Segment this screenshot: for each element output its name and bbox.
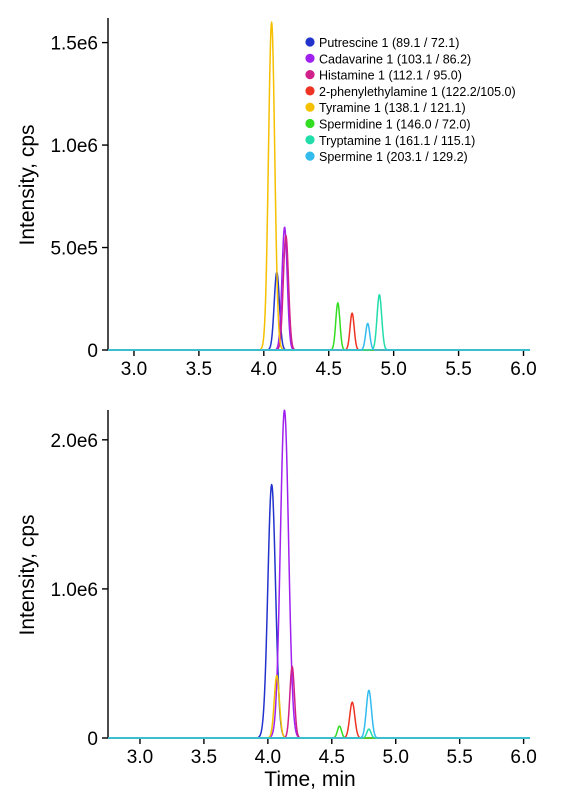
2-phenylethylamine-trace: [107, 701, 531, 739]
legend-marker: [305, 53, 315, 63]
cadavarine-trace: [107, 409, 531, 739]
legend-item: Tryptamine 1 (161.1 / 115.1): [305, 134, 475, 148]
spermine-trace: [107, 322, 531, 351]
x-tick-label: 5.0: [380, 359, 406, 380]
legend-item: Spermine 1 (203.1 / 129.2): [305, 150, 468, 164]
tyramine-trace: [107, 674, 531, 739]
spermidine-trace: [107, 302, 531, 351]
legend-label: Cadavarine 1 (103.1 / 86.2): [319, 52, 471, 66]
x-tick-label: 5.5: [446, 747, 472, 768]
bottom-y-axis-title: Intensity, cps: [16, 515, 39, 636]
x-tick-label: 4.5: [316, 359, 342, 380]
y-tick-label: 1.5e6: [50, 34, 98, 55]
spermine-trace: [107, 689, 531, 739]
putrescine-trace: [107, 483, 531, 739]
x-tick-label: 3.5: [186, 359, 212, 380]
legend-marker: [305, 102, 315, 112]
2-phenylethylamine-trace: [107, 312, 531, 351]
top-y-axis-title: Intensity, cps: [16, 125, 39, 246]
x-tick-label: 6.0: [510, 747, 536, 768]
legend-label: Spermidine 1 (146.0 / 72.0): [319, 118, 470, 132]
legend-item: Tyramine 1 (138.1 / 121.1): [305, 101, 466, 115]
x-tick-label: 3.5: [191, 747, 217, 768]
y-tick-label: 1.0e6: [50, 136, 98, 157]
x-tick-label: 4.0: [255, 747, 281, 768]
histamine-trace: [107, 234, 531, 351]
top-chromatogram-panel: Intensity, cps 3.0 3.5 4.0 4.5 5.0 5.5 6.0 0 5.0…: [16, 18, 537, 380]
tryptamine-trace: [107, 728, 531, 739]
legend-label: 2-phenylethylamine 1 (122.2/105.0): [319, 85, 516, 99]
y-tick-label: 2.0e6: [50, 431, 98, 452]
cadavarine-trace: [107, 226, 531, 351]
legend-label: Tryptamine 1 (161.1 / 115.1): [319, 134, 475, 148]
legend-label: Spermine 1 (203.1 / 129.2): [319, 150, 468, 164]
bottom-chromatogram-panel: Intensity, cps Time, min 3.0 3.5 4.0 4.5 5.0…: [16, 409, 537, 791]
legend-marker: [305, 86, 315, 96]
histamine-trace: [107, 665, 531, 739]
y-tick-label: 0: [87, 341, 98, 362]
legend-item: Putrescine 1 (89.1 / 72.1): [305, 36, 459, 50]
x-tick-label: 3.0: [127, 747, 153, 768]
putrescine-trace: [107, 271, 531, 351]
y-tick-label: 1.0e6: [50, 580, 98, 601]
legend-marker: [305, 151, 315, 161]
legend: Putrescine 1 (89.1 / 72.1) Cadavarine 1 (…: [305, 36, 516, 164]
legend-label: Histamine 1 (112.1 / 95.0): [319, 69, 462, 83]
legend-item: 2-phenylethylamine 1 (122.2/105.0): [305, 85, 516, 99]
legend-item: Cadavarine 1 (103.1 / 86.2): [305, 52, 471, 66]
x-tick-label: 6.0: [510, 359, 536, 380]
legend-item: Spermidine 1 (146.0 / 72.0): [305, 118, 470, 132]
x-tick-label: 4.0: [251, 359, 277, 380]
x-axis-title: Time, min: [264, 768, 355, 791]
y-tick-label: 5.0e5: [50, 239, 98, 260]
legend-marker: [305, 135, 315, 145]
legend-marker: [305, 70, 315, 80]
x-tick-label: 5.5: [445, 359, 471, 380]
legend-label: Putrescine 1 (89.1 / 72.1): [319, 36, 459, 50]
legend-label: Tyramine 1 (138.1 / 121.1): [319, 101, 466, 115]
legend-marker: [305, 37, 315, 47]
y-tick-label: 0: [87, 729, 98, 750]
legend-marker: [305, 118, 315, 129]
x-tick-label: 5.0: [383, 747, 409, 768]
x-tick-label: 3.0: [121, 359, 147, 380]
x-tick-label: 4.5: [319, 747, 345, 768]
tryptamine-trace: [107, 293, 531, 351]
legend-item: Histamine 1 (112.1 / 95.0): [305, 69, 462, 83]
spermidine-trace: [107, 725, 531, 739]
